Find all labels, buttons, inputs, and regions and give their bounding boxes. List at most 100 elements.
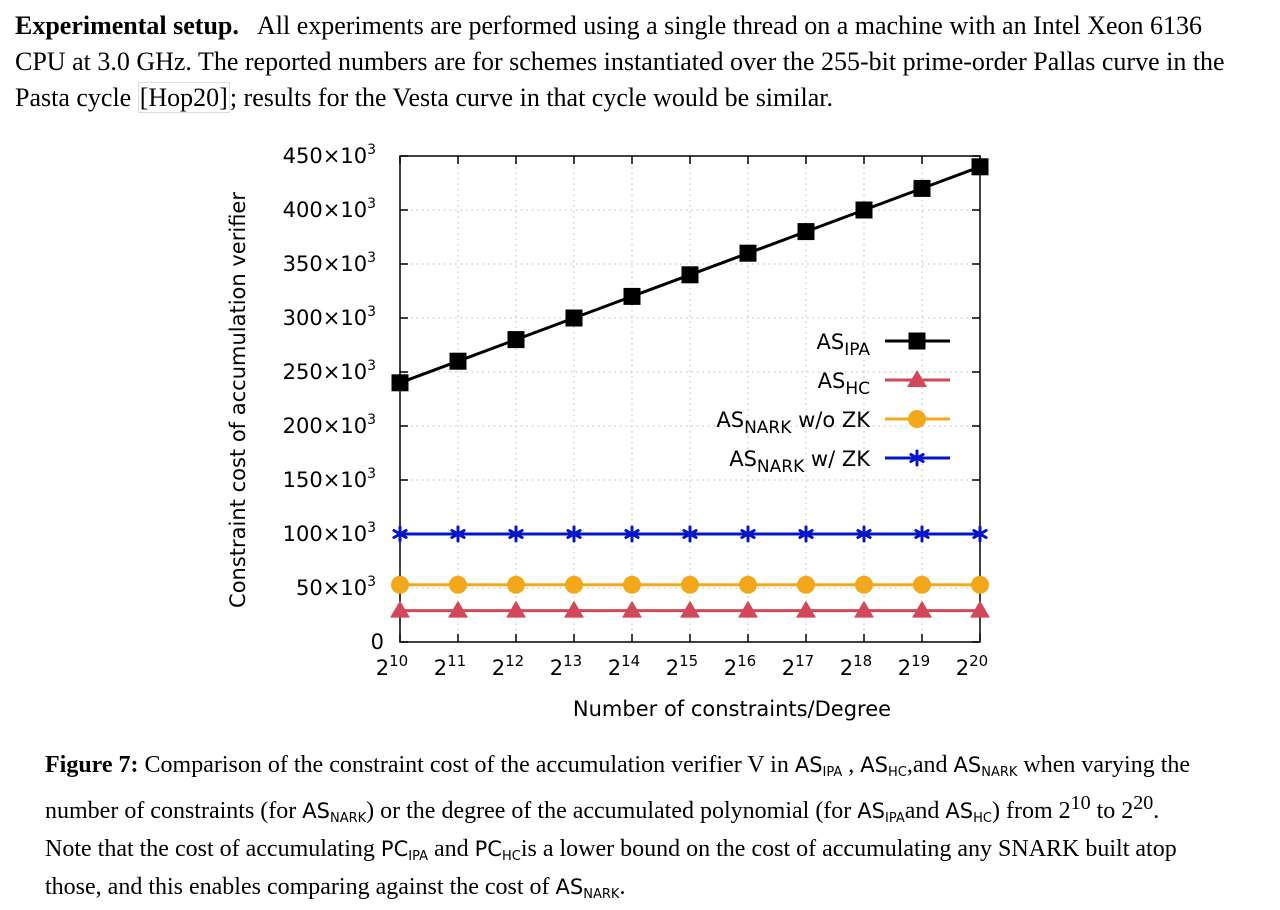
chart-legend: ASIPA ASHC ASNARK w/o ZK ASNARK w/ ZK	[716, 330, 950, 477]
x-tick-exponent: 10	[389, 652, 408, 670]
data-point-square	[565, 309, 583, 327]
series-nark-w-o-zk	[391, 575, 989, 594]
data-point-square	[739, 244, 757, 262]
caption-as: AS	[945, 799, 974, 823]
x-tick-exponent: 16	[737, 652, 756, 670]
data-point-circle	[507, 575, 525, 594]
data-point-triangle	[854, 600, 874, 618]
data-point-triangle	[796, 600, 816, 618]
data-point-circle	[797, 575, 815, 594]
data-point-star	[566, 525, 582, 543]
data-point-triangle	[390, 600, 410, 618]
caption-text: and	[904, 798, 946, 824]
y-tick-label: 50×103	[296, 574, 376, 600]
x-tick-exponent: 20	[969, 652, 988, 670]
caption-pc: PC	[474, 837, 502, 861]
x-tick-exponent: 14	[621, 652, 640, 670]
caption-text: ) from 2	[991, 798, 1071, 824]
caption-exp: 10	[1070, 792, 1091, 814]
y-tick-label: 400×103	[283, 196, 376, 222]
data-point-circle	[913, 575, 931, 594]
x-tick-exponent: 12	[505, 652, 524, 670]
x-tick-exponent: 17	[795, 652, 814, 670]
intro-text-end: ; results for the Vesta curve in that cy…	[229, 83, 833, 112]
data-point-triangle	[970, 600, 990, 618]
data-point-square	[449, 352, 467, 370]
intro-text: All experiments are performed using a si…	[15, 11, 1225, 112]
caption-sub: HC	[501, 849, 521, 864]
chart-grid	[400, 156, 980, 642]
x-tick-exponent: 13	[563, 652, 582, 670]
y-tick-exponent: 3	[367, 304, 376, 320]
citation-link[interactable]: [Hop20]	[137, 82, 230, 113]
legend-entry: ASHC	[818, 369, 950, 399]
data-point-star	[682, 525, 698, 543]
y-tick-label: 300×103	[283, 304, 376, 330]
y-tick-exponent: 3	[367, 196, 376, 212]
x-tick-label: 213	[550, 652, 582, 680]
caption-as: AS	[857, 799, 885, 823]
figure-caption: Figure 7: Comparison of the constraint c…	[45, 750, 1205, 910]
y-tick-label: 200×103	[283, 412, 376, 438]
data-point-circle	[623, 575, 641, 594]
x-tick-label: 214	[608, 652, 640, 680]
x-axis-label: Number of constraints/Degree	[573, 697, 891, 721]
y-tick-label: 450×103	[283, 142, 376, 168]
data-point-star	[624, 525, 640, 543]
x-tick-label: 210	[376, 652, 408, 680]
data-point-star	[856, 525, 872, 543]
intro-heading: Experimental setup.	[15, 11, 239, 40]
x-tick-label: 215	[666, 652, 698, 680]
data-point-star	[392, 525, 408, 543]
data-point-triangle	[680, 600, 700, 618]
y-tick-label: 100×103	[283, 520, 376, 546]
caption-sub: HC	[973, 811, 992, 826]
legend-label: ASNARK w/ ZK	[729, 447, 871, 477]
data-point-star	[798, 525, 814, 543]
data-point-triangle	[738, 600, 758, 618]
data-point-circle	[855, 575, 873, 594]
caption-text: ,and	[906, 752, 954, 778]
legend-label: ASNARK w/o ZK	[716, 408, 871, 438]
caption-pc: PC	[380, 837, 409, 861]
x-tick-label: 219	[898, 652, 930, 680]
data-point-circle	[739, 575, 757, 594]
y-tick-exponent: 3	[367, 574, 376, 590]
data-point-square	[681, 266, 699, 284]
data-point-square	[623, 287, 641, 305]
caption-text: ,	[842, 752, 861, 778]
caption-as: AS	[860, 753, 888, 777]
data-point-square	[391, 374, 409, 392]
y-tick-exponent: 3	[367, 142, 376, 158]
caption-as: AS	[794, 753, 823, 777]
data-point-star	[450, 525, 466, 543]
y-tick-label: 150×103	[283, 466, 376, 492]
data-point-star	[972, 525, 988, 543]
x-tick-label: 212	[492, 652, 524, 680]
caption-label: Figure 7:	[45, 752, 139, 778]
data-point-square	[507, 331, 525, 349]
intro-paragraph: Experimental setup. All experiments are …	[15, 8, 1255, 116]
data-point-square	[797, 223, 815, 241]
caption-text: is a lower bound on the cost of accumula…	[45, 836, 1177, 900]
y-tick-exponent: 3	[367, 466, 376, 482]
data-point-triangle	[564, 600, 584, 618]
data-point-circle	[971, 575, 989, 594]
data-point-circle	[908, 410, 926, 428]
caption-sub: NARK	[329, 811, 367, 826]
series-hc	[390, 600, 990, 618]
data-point-triangle	[448, 600, 468, 618]
caption-text: when varying the number of constraints (…	[45, 752, 1191, 824]
y-axis-label: Constraint cost of accumulation verifier	[226, 192, 250, 608]
caption-text: and	[427, 836, 475, 862]
legend-label: ASHC	[818, 369, 870, 399]
data-point-circle	[391, 575, 409, 594]
data-point-triangle	[912, 600, 932, 618]
x-tick-exponent: 15	[679, 652, 698, 670]
caption-as: AS	[953, 753, 982, 777]
data-point-circle	[565, 575, 583, 594]
y-tick-exponent: 3	[367, 250, 376, 266]
caption-sub: IPA	[408, 849, 428, 864]
y-tick-label: 0	[371, 630, 384, 654]
data-point-star	[914, 525, 930, 543]
